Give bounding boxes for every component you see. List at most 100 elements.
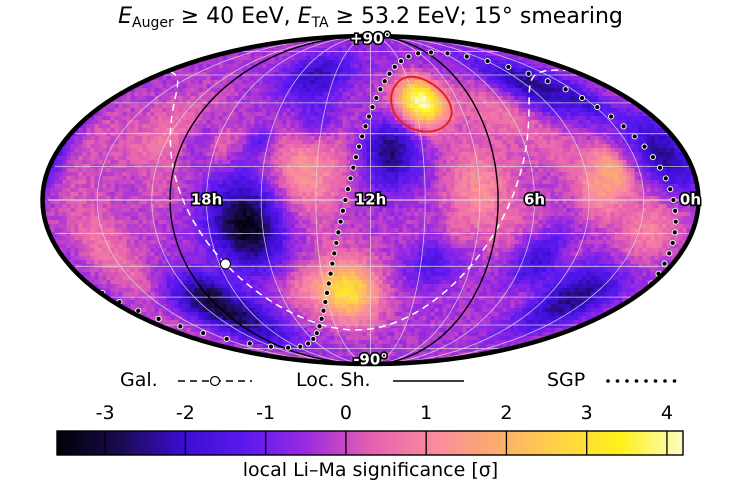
map-pixel xyxy=(82,152,88,157)
map-pixel xyxy=(570,132,576,137)
map-pixel xyxy=(610,132,616,137)
map-pixel xyxy=(102,124,108,129)
map-pixel xyxy=(234,72,240,77)
map-pixel xyxy=(438,144,444,149)
map-pixel xyxy=(538,60,544,65)
map-pixel xyxy=(522,172,528,177)
map-pixel xyxy=(182,168,188,173)
map-pixel xyxy=(550,184,556,189)
map-pixel xyxy=(450,84,456,89)
map-pixel xyxy=(422,104,428,109)
map-pixel xyxy=(514,72,520,77)
map-pixel xyxy=(282,188,288,193)
map-pixel xyxy=(534,152,540,157)
map-pixel xyxy=(238,128,244,133)
map-pixel xyxy=(202,72,208,77)
map-pixel xyxy=(274,96,280,101)
map-pixel xyxy=(210,104,216,109)
map-pixel xyxy=(314,108,320,113)
map-pixel xyxy=(342,144,348,149)
map-pixel xyxy=(466,168,472,173)
map-pixel xyxy=(354,56,360,61)
map-pixel xyxy=(486,88,492,93)
map-pixel xyxy=(186,108,192,113)
map-pixel xyxy=(682,168,688,173)
map-pixel xyxy=(266,108,272,113)
map-pixel xyxy=(518,68,524,73)
map-pixel xyxy=(510,80,516,85)
map-pixel xyxy=(174,124,180,129)
map-pixel xyxy=(498,64,504,69)
map-pixel xyxy=(226,124,232,129)
map-pixel xyxy=(294,80,300,85)
map-pixel xyxy=(98,132,104,137)
map-pixel xyxy=(162,104,168,109)
map-pixel xyxy=(486,172,492,177)
map-pixel xyxy=(222,176,228,181)
map-pixel xyxy=(606,96,612,101)
map-pixel xyxy=(210,68,216,73)
map-pixel xyxy=(446,156,452,161)
map-pixel xyxy=(170,88,176,93)
map-pixel xyxy=(486,132,492,137)
map-pixel xyxy=(682,160,688,165)
map-pixel xyxy=(466,64,472,69)
map-pixel xyxy=(410,124,416,129)
map-pixel xyxy=(430,176,436,181)
map-pixel xyxy=(394,188,400,193)
map-pixel xyxy=(214,76,220,81)
map-pixel xyxy=(614,108,620,113)
map-pixel xyxy=(366,36,372,41)
map-pixel xyxy=(346,92,352,97)
map-pixel xyxy=(442,60,448,65)
map-pixel xyxy=(578,140,584,145)
map-pixel xyxy=(530,180,536,185)
map-pixel xyxy=(266,148,272,153)
map-pixel xyxy=(430,160,436,165)
map-pixel xyxy=(654,152,660,157)
map-pixel xyxy=(118,128,124,133)
map-pixel xyxy=(174,128,180,133)
map-pixel xyxy=(362,112,368,117)
map-pixel xyxy=(678,184,684,189)
map-pixel xyxy=(534,148,540,153)
map-pixel xyxy=(554,88,560,93)
map-pixel xyxy=(358,188,364,193)
map-pixel xyxy=(510,128,516,133)
map-pixel xyxy=(194,100,200,105)
map-pixel xyxy=(418,184,424,189)
map-pixel xyxy=(302,156,308,161)
map-pixel xyxy=(430,44,436,49)
map-pixel xyxy=(134,172,140,177)
map-pixel xyxy=(106,108,112,113)
map-pixel xyxy=(598,148,604,153)
map-pixel xyxy=(78,156,84,161)
map-pixel xyxy=(642,112,648,117)
map-pixel xyxy=(174,188,180,193)
map-pixel xyxy=(590,172,596,177)
map-pixel xyxy=(286,152,292,157)
map-pixel xyxy=(522,104,528,109)
map-pixel xyxy=(506,128,512,133)
map-pixel xyxy=(522,64,528,69)
map-pixel xyxy=(486,120,492,125)
map-pixel xyxy=(466,88,472,93)
map-pixel xyxy=(666,180,672,185)
map-pixel xyxy=(86,128,92,133)
map-pixel xyxy=(278,120,284,125)
map-pixel xyxy=(442,136,448,141)
map-pixel xyxy=(522,128,528,133)
map-pixel xyxy=(550,88,556,93)
map-pixel xyxy=(474,120,480,125)
map-pixel xyxy=(290,44,296,49)
map-pixel xyxy=(490,108,496,113)
map-pixel xyxy=(338,160,344,165)
map-pixel xyxy=(222,172,228,177)
map-pixel xyxy=(666,172,672,177)
map-pixel xyxy=(142,152,148,157)
map-pixel xyxy=(610,176,616,181)
map-pixel xyxy=(478,96,484,101)
map-pixel xyxy=(174,136,180,141)
map-pixel xyxy=(486,100,492,105)
map-pixel xyxy=(162,144,168,149)
